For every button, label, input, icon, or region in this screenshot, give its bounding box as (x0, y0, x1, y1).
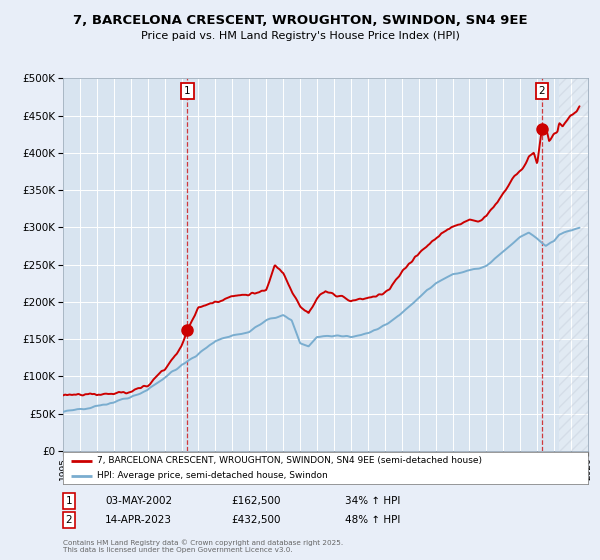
Text: Contains HM Land Registry data © Crown copyright and database right 2025.
This d: Contains HM Land Registry data © Crown c… (63, 539, 343, 553)
Text: £162,500: £162,500 (231, 496, 281, 506)
Text: 7, BARCELONA CRESCENT, WROUGHTON, SWINDON, SN4 9EE: 7, BARCELONA CRESCENT, WROUGHTON, SWINDO… (73, 14, 527, 27)
Text: £432,500: £432,500 (231, 515, 281, 525)
Bar (559, 78, 588, 451)
Text: Price paid vs. HM Land Registry's House Price Index (HPI): Price paid vs. HM Land Registry's House … (140, 31, 460, 41)
Text: 34% ↑ HPI: 34% ↑ HPI (345, 496, 400, 506)
Text: 1: 1 (65, 496, 73, 506)
Text: 1: 1 (184, 86, 191, 96)
Text: 48% ↑ HPI: 48% ↑ HPI (345, 515, 400, 525)
Text: 14-APR-2023: 14-APR-2023 (105, 515, 172, 525)
Text: 2: 2 (539, 86, 545, 96)
Text: HPI: Average price, semi-detached house, Swindon: HPI: Average price, semi-detached house,… (97, 471, 328, 480)
Text: 03-MAY-2002: 03-MAY-2002 (105, 496, 172, 506)
Text: 2: 2 (65, 515, 73, 525)
Text: 7, BARCELONA CRESCENT, WROUGHTON, SWINDON, SN4 9EE (semi-detached house): 7, BARCELONA CRESCENT, WROUGHTON, SWINDO… (97, 456, 482, 465)
